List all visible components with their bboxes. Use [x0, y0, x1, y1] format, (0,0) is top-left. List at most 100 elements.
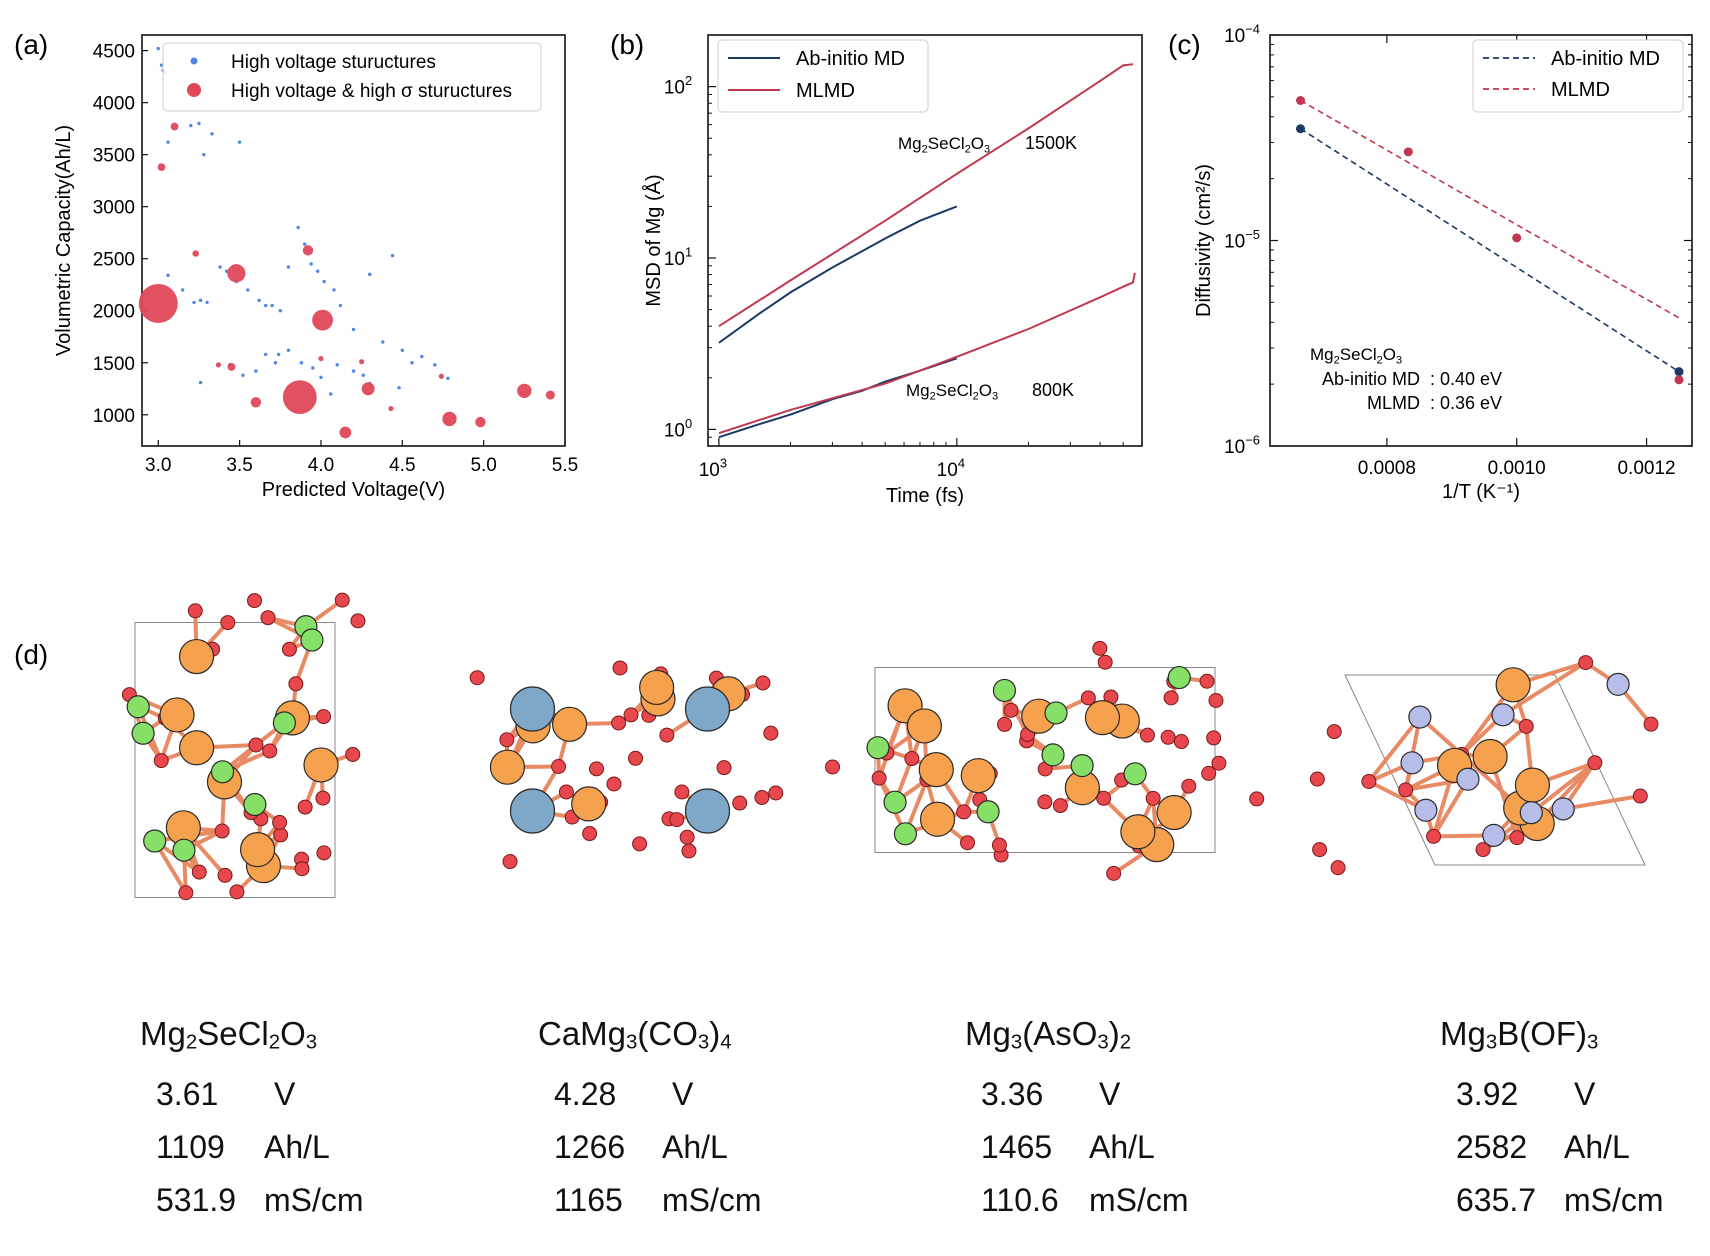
- oxygen-atom: [1181, 778, 1197, 794]
- calcium-atom: [684, 788, 731, 834]
- data-point-high-sigma: [302, 245, 314, 256]
- oxygen-atom: [1578, 655, 1594, 671]
- anion-atom: [1408, 705, 1432, 729]
- oxygen-atom: [345, 746, 361, 762]
- formula-part: Mg: [1440, 1015, 1486, 1052]
- formula-part: Mg: [140, 1015, 186, 1052]
- material-conductivity: 531.9: [156, 1182, 237, 1218]
- bond: [1529, 760, 1597, 815]
- series-line-mlmd-1500K: [718, 63, 1134, 328]
- data-point-high-sigma: [250, 397, 262, 408]
- y-tick-label: 10−4: [1224, 21, 1260, 47]
- anion-atom: [1606, 672, 1630, 696]
- data-point-high-voltage: [205, 300, 209, 305]
- data-point-high-voltage: [311, 366, 315, 370]
- data-point-high-voltage: [420, 354, 424, 359]
- magnesium-atom: [1472, 738, 1508, 775]
- magnesium-atom: [489, 749, 526, 785]
- formula-part: 3: [1485, 1030, 1498, 1054]
- magnesium-atom: [639, 669, 675, 706]
- x-tick-label: 103: [699, 455, 727, 481]
- oxygen-atom: [220, 615, 236, 631]
- y-tick-label: 4000: [93, 94, 135, 115]
- legend-label: High voltage stuructures: [231, 52, 436, 73]
- magnesium-atom: [1156, 794, 1192, 831]
- oxygen-atom: [1160, 729, 1176, 745]
- data-point-high-voltage: [286, 348, 291, 352]
- oxygen-atom: [997, 716, 1013, 732]
- magnesium-atom: [239, 832, 276, 868]
- x-tick-label: 5.0: [470, 455, 496, 476]
- material-formula: CaMg3(CO3)4: [538, 1015, 732, 1055]
- oxygen-atom: [1643, 716, 1659, 732]
- material-capacity-unit: Ah/L: [1564, 1129, 1630, 1165]
- annotation-value: : 0.40 eV: [1430, 369, 1502, 389]
- material-conductivity: 110.6: [981, 1182, 1059, 1218]
- oxygen-atom: [273, 827, 289, 843]
- oxygen-atom: [1326, 724, 1342, 740]
- oxygen-atom: [153, 753, 169, 769]
- bond: [1366, 715, 1422, 784]
- anion-atom: [976, 800, 1000, 824]
- y-tick-label: 101: [664, 244, 692, 270]
- data-point-high-voltage: [351, 369, 356, 373]
- data-point-high-voltage: [180, 288, 185, 292]
- data-point-high-voltage: [166, 273, 170, 278]
- legend-marker-high-voltage: [190, 57, 198, 65]
- data-point-high-voltage: [446, 376, 450, 381]
- formula-part: (AsO: [1022, 1015, 1098, 1052]
- data-point-high-voltage: [296, 225, 300, 230]
- oxygen-atom: [316, 709, 332, 725]
- legend-box: [162, 42, 542, 112]
- oxygen-atom: [1206, 730, 1222, 746]
- oxygen-atom: [1163, 690, 1179, 706]
- data-point-high-voltage: [433, 363, 437, 367]
- oxygen-atom: [589, 761, 605, 777]
- data-point-high-sigma: [545, 390, 555, 400]
- crystal-structure: [825, 640, 1265, 881]
- material-voltage-unit: V: [672, 1076, 694, 1112]
- annotation-formula: Mg2SeCl2O3: [906, 381, 998, 403]
- oxygen-atom: [679, 829, 695, 845]
- oxygen-atom: [1426, 828, 1442, 844]
- data-point-high-voltage: [202, 152, 206, 157]
- oxygen-atom: [1173, 734, 1189, 750]
- data-point-ab-initio-md: [1674, 367, 1684, 377]
- oxygen-atom: [1208, 693, 1224, 709]
- anion-atom: [1491, 703, 1515, 727]
- anion-atom: [1400, 751, 1424, 775]
- oxygen-atom: [272, 814, 288, 830]
- legend-label: MLMD: [1551, 79, 1610, 101]
- material-formula: Mg2SeCl2O3: [140, 1015, 317, 1055]
- oxygen-atom: [1398, 782, 1414, 798]
- formula-part: 3: [626, 1030, 638, 1054]
- formula-part: 2: [268, 1030, 281, 1054]
- formula-part: 2: [1119, 1030, 1132, 1054]
- data-point-high-sigma: [517, 383, 532, 399]
- legend-label: Ab-initio MD: [1551, 48, 1660, 70]
- x-tick-label: 4.5: [389, 455, 415, 476]
- data-point-high-voltage: [270, 303, 274, 308]
- data-point-mlmd: [1403, 147, 1413, 157]
- material-voltage: 4.28: [554, 1076, 617, 1112]
- oxygen-atom: [248, 737, 264, 753]
- annotation-formula: Mg2SeCl2O3: [898, 134, 990, 156]
- crystal-structure: [469, 660, 784, 870]
- data-point-high-sigma: [227, 264, 246, 283]
- legend-marker-high-sigma: [187, 83, 201, 97]
- material-voltage-unit: V: [1099, 1076, 1121, 1112]
- anion-atom: [126, 695, 150, 719]
- oxygen-atom: [956, 804, 972, 820]
- magnesium-atom: [1084, 700, 1121, 736]
- material-voltage-unit: V: [274, 1076, 296, 1112]
- data-point-high-voltage: [159, 63, 164, 67]
- oxygen-atom: [754, 789, 770, 805]
- annotation-formula: Mg2SeCl2O3: [1310, 345, 1402, 367]
- material-voltage: 3.92: [1456, 1076, 1519, 1112]
- oxygen-atom: [297, 799, 313, 815]
- anion-atom: [1070, 754, 1094, 778]
- oxygen-atom: [551, 759, 567, 775]
- series-line-mlmd-800K: [718, 272, 1136, 435]
- oxygen-atom: [246, 593, 262, 609]
- data-point-high-voltage: [197, 121, 201, 126]
